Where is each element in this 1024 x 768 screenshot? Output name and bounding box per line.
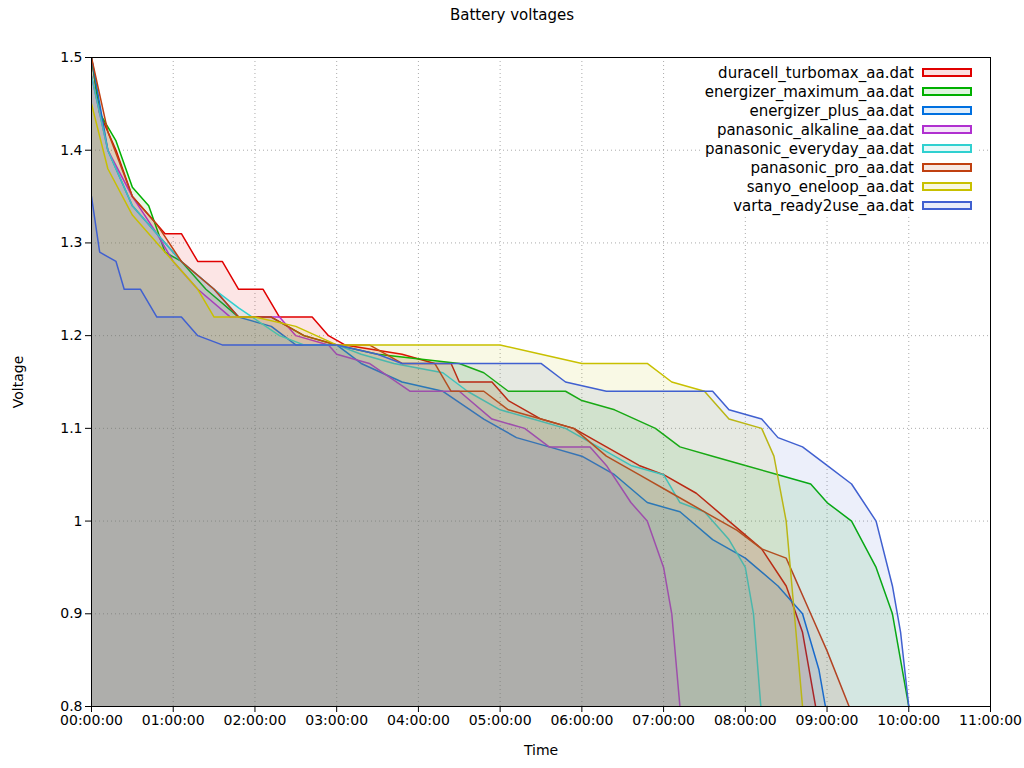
svg-text:09:00:00: 09:00:00: [796, 712, 859, 728]
svg-text:05:00:00: 05:00:00: [469, 712, 532, 728]
html-text:panasonic_everyday_aa.dat: panasonic_everyday_aa.dat: [705, 139, 914, 158]
svg-text:1.3: 1.3: [60, 234, 82, 250]
svg-text:03:00:00: 03:00:00: [305, 712, 368, 728]
svg-text:07:00:00: 07:00:00: [632, 712, 695, 728]
svg-text:10:00:00: 10:00:00: [877, 712, 940, 728]
html-text:energizer_plus_aa.dat: energizer_plus_aa.dat: [749, 101, 914, 120]
svg-text:0.9: 0.9: [60, 605, 82, 621]
svg-text:1.4: 1.4: [60, 142, 82, 158]
svg-text:02:00:00: 02:00:00: [224, 712, 287, 728]
html-text:varta_ready2use_aa.dat: varta_ready2use_aa.dat: [733, 196, 914, 215]
svg-text:04:00:00: 04:00:00: [387, 712, 450, 728]
html-text:panasonic_alkaline_aa.dat: panasonic_alkaline_aa.dat: [716, 120, 914, 139]
svg-text:1.2: 1.2: [60, 327, 82, 343]
html-text:duracell_turbomax_aa.dat: duracell_turbomax_aa.dat: [718, 63, 914, 82]
html-text:panasonic_pro_aa.dat: panasonic_pro_aa.dat: [750, 158, 914, 177]
svg-text:0.8: 0.8: [60, 698, 83, 714]
svg-text:1: 1: [74, 513, 83, 529]
svg-text:Voltage: Voltage: [10, 356, 26, 409]
svg-text:11:00:00: 11:00:00: [959, 712, 1022, 728]
svg-text:1.1: 1.1: [60, 420, 82, 436]
svg-text:Time: Time: [523, 742, 558, 758]
html-text:Battery voltages: Battery voltages: [449, 6, 575, 24]
html-text:energizer_maximum_aa.dat: energizer_maximum_aa.dat: [704, 82, 914, 101]
svg-text:00:00:00: 00:00:00: [60, 712, 123, 728]
html-text:sanyo_eneloop_aa.dat: sanyo_eneloop_aa.dat: [746, 177, 914, 196]
svg-text:06:00:00: 06:00:00: [550, 712, 613, 728]
svg-text:08:00:00: 08:00:00: [714, 712, 777, 728]
svg-text:1.5: 1.5: [60, 49, 82, 65]
svg-text:01:00:00: 01:00:00: [142, 712, 205, 728]
